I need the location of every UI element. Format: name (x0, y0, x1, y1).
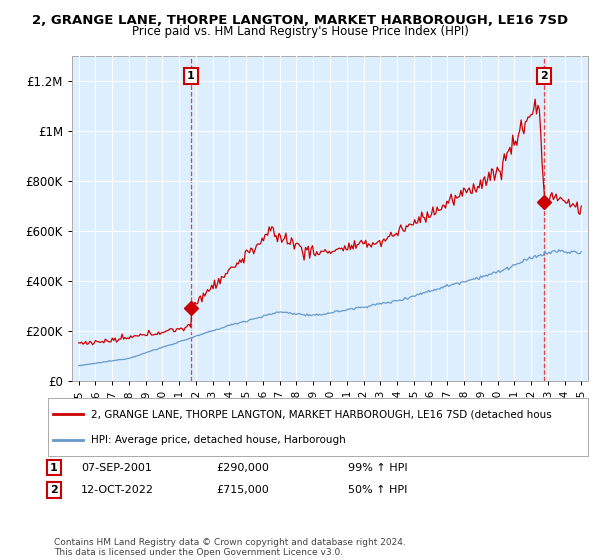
Text: HPI: Average price, detached house, Harborough: HPI: Average price, detached house, Harb… (91, 435, 346, 445)
Text: 50% ↑ HPI: 50% ↑ HPI (348, 485, 407, 495)
Text: Price paid vs. HM Land Registry's House Price Index (HPI): Price paid vs. HM Land Registry's House … (131, 25, 469, 38)
Text: 2: 2 (50, 485, 58, 495)
Text: 2, GRANGE LANE, THORPE LANGTON, MARKET HARBOROUGH, LE16 7SD (detached hous: 2, GRANGE LANE, THORPE LANGTON, MARKET H… (91, 409, 552, 419)
Text: 12-OCT-2022: 12-OCT-2022 (81, 485, 154, 495)
Text: 2, GRANGE LANE, THORPE LANGTON, MARKET HARBOROUGH, LE16 7SD: 2, GRANGE LANE, THORPE LANGTON, MARKET H… (32, 14, 568, 27)
Text: 1: 1 (50, 463, 58, 473)
Text: £715,000: £715,000 (216, 485, 269, 495)
Text: 07-SEP-2001: 07-SEP-2001 (81, 463, 152, 473)
Text: £290,000: £290,000 (216, 463, 269, 473)
Text: 99% ↑ HPI: 99% ↑ HPI (348, 463, 407, 473)
Text: Contains HM Land Registry data © Crown copyright and database right 2024.
This d: Contains HM Land Registry data © Crown c… (54, 538, 406, 557)
Text: 2: 2 (540, 71, 548, 81)
Text: 1: 1 (187, 71, 195, 81)
